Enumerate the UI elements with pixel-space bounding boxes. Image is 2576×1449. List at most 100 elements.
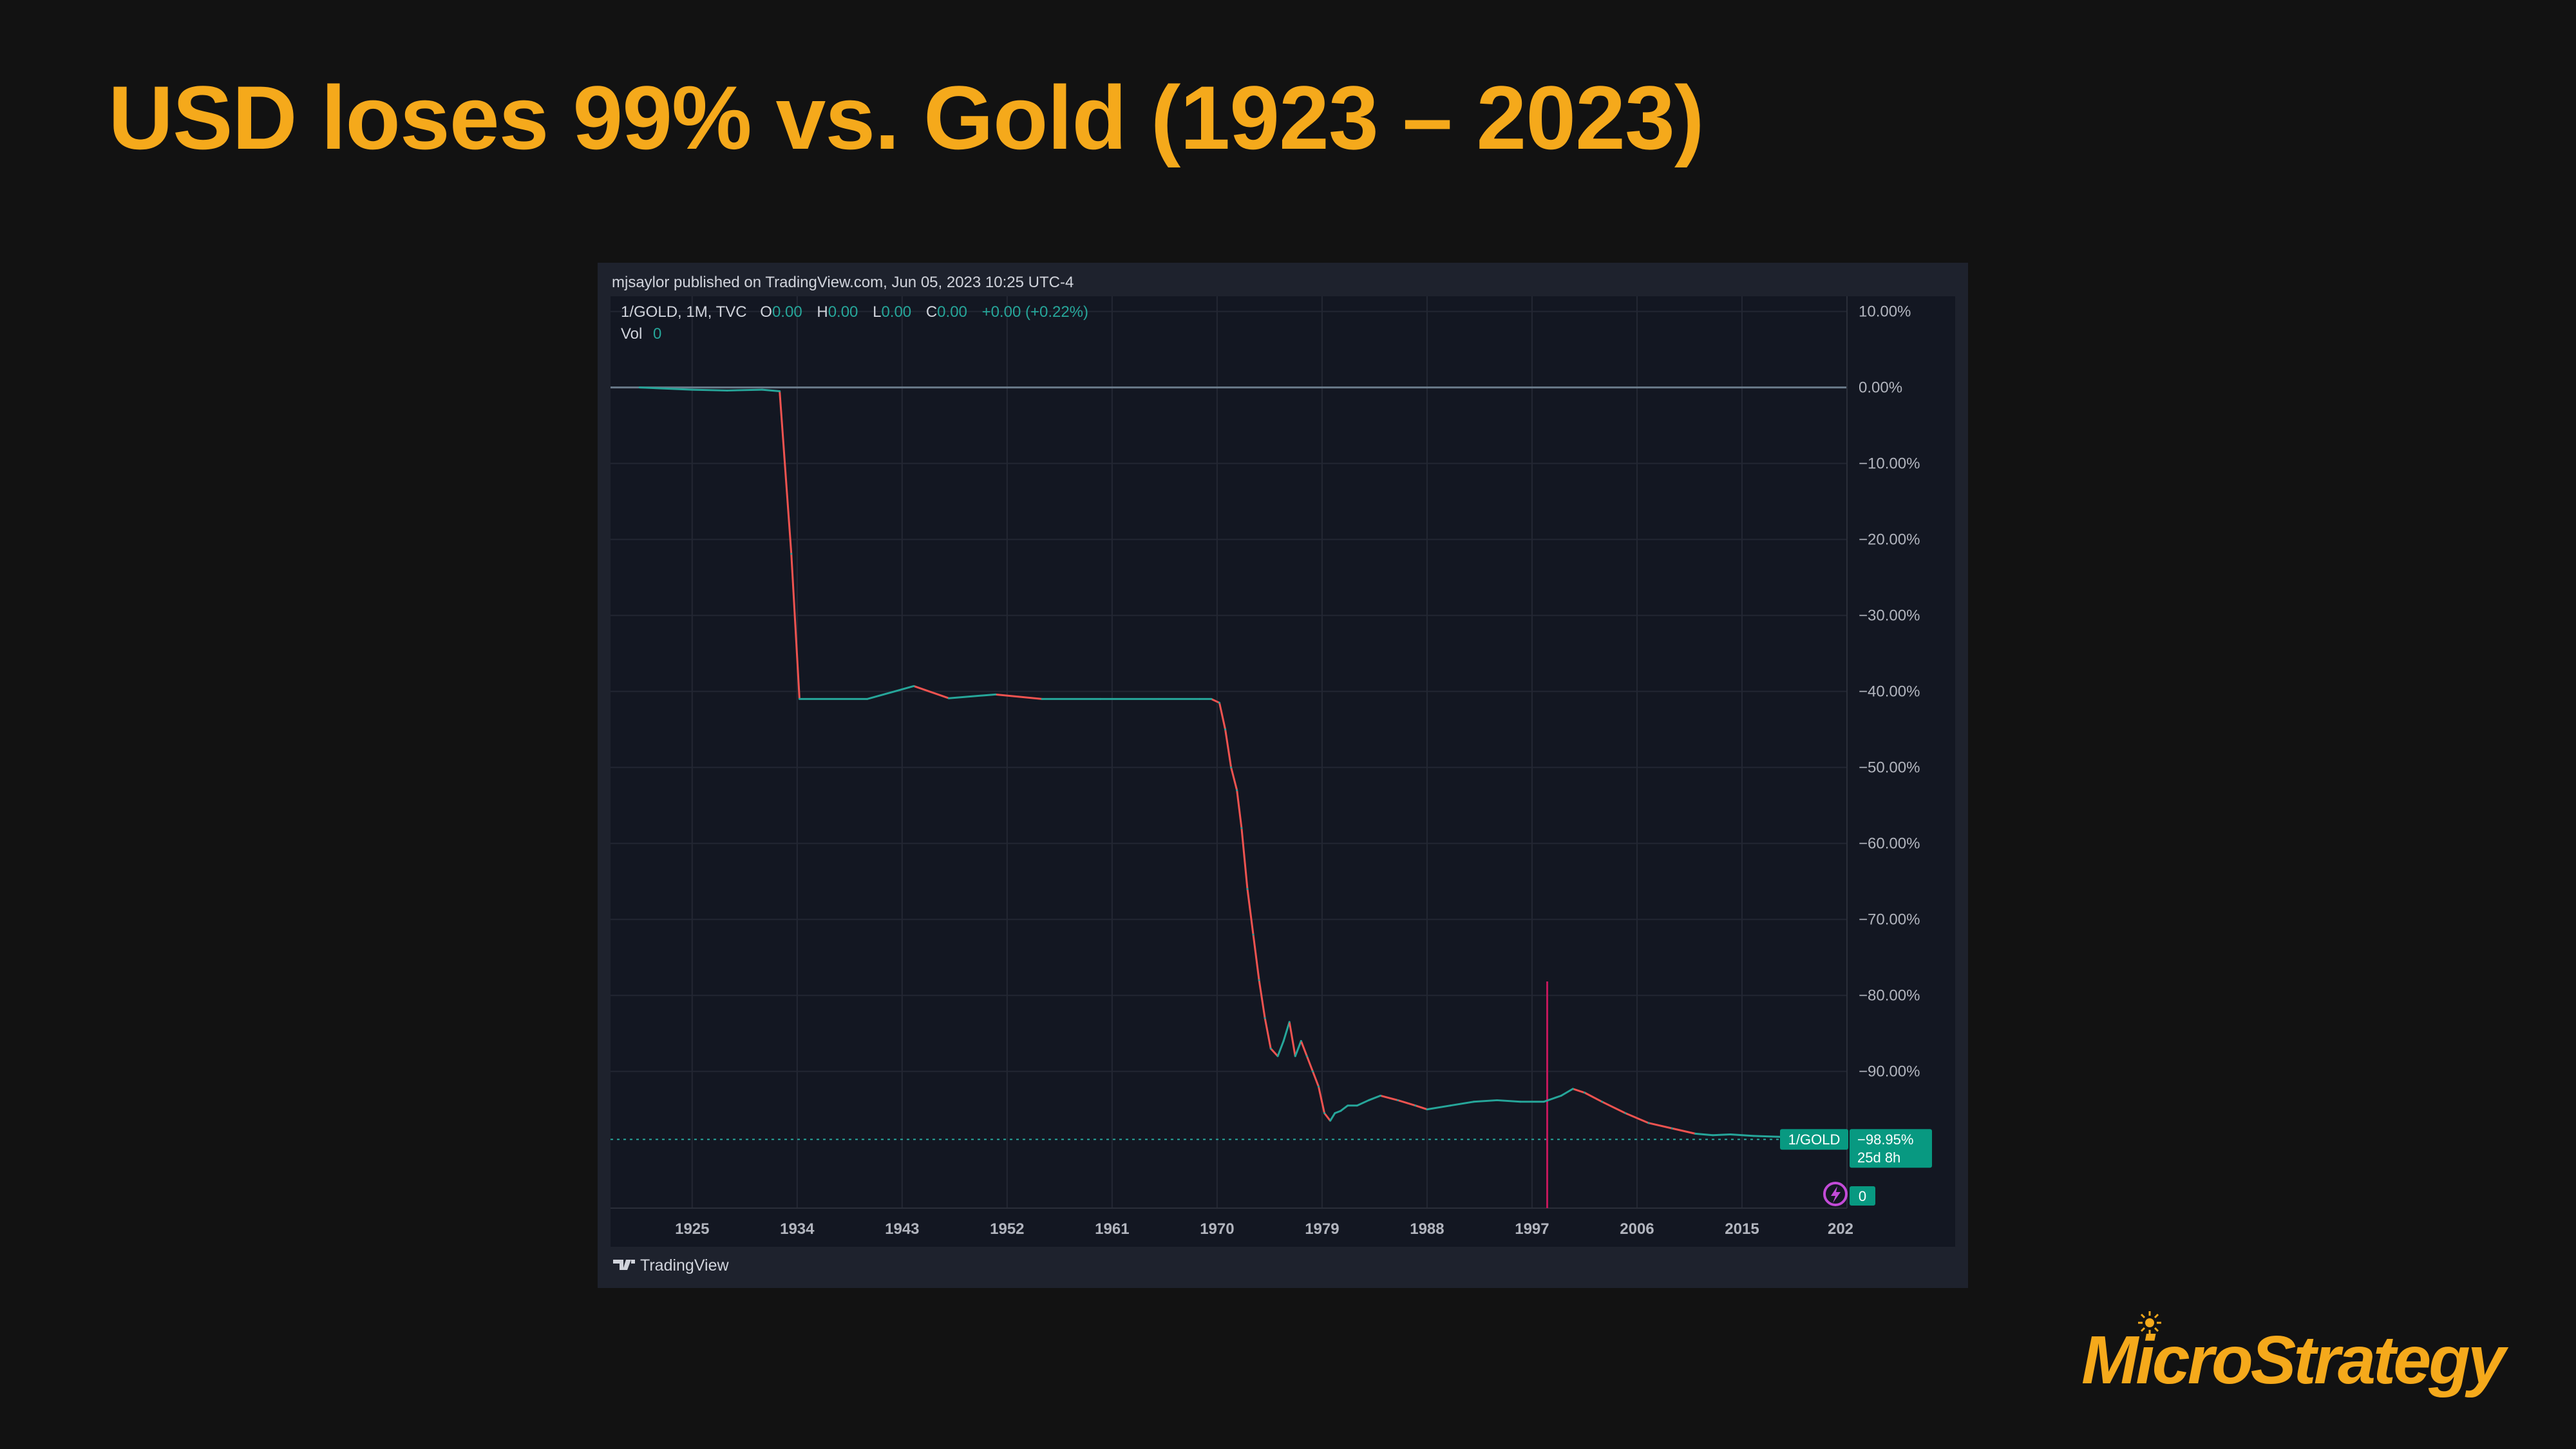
- price-label-symbol-box: [1780, 1129, 1848, 1150]
- data-point: [1519, 1101, 1522, 1103]
- data-point: [1210, 697, 1213, 700]
- series-segment: [1560, 1088, 1574, 1097]
- data-point: [1276, 1055, 1279, 1057]
- data-point: [947, 697, 950, 699]
- series-segment: [1288, 1021, 1296, 1057]
- published-line: mjsaylor published on TradingView.com, J…: [612, 274, 1074, 291]
- series-segment: [1230, 767, 1238, 791]
- series-segment: [1730, 1133, 1754, 1137]
- symbol-info: 1/GOLD, 1M, TVC: [621, 303, 747, 321]
- data-point: [1571, 1088, 1574, 1090]
- data-point: [1340, 1110, 1342, 1112]
- data-point: [1347, 1104, 1349, 1107]
- series-segment: [1258, 980, 1266, 1019]
- data-point: [1712, 1134, 1714, 1137]
- tradingview-chart-panel: 10.00% 0.00% −10.00% −20.00% −30.00% −40.00% −…: [598, 263, 1968, 1288]
- data-point: [866, 697, 868, 700]
- series-segment: [867, 685, 914, 700]
- data-point: [1729, 1133, 1732, 1136]
- series-segment: [1270, 1048, 1279, 1057]
- change-value: +0.00 (+0.22%): [982, 303, 1088, 321]
- data-point: [691, 388, 694, 391]
- series-segment: [1754, 1135, 1777, 1138]
- grid-lines: [611, 296, 1847, 1208]
- data-point: [1246, 887, 1249, 890]
- data-point: [1560, 1094, 1562, 1097]
- data-point: [1264, 1017, 1266, 1019]
- volume-legend: Vol 0: [621, 325, 661, 343]
- data-point: [1329, 1119, 1332, 1122]
- time-axis: 1925 1934 1943 1952 1961 1970 1979 1988 1997 2006…: [675, 1220, 1853, 1238]
- data-point: [1601, 1101, 1604, 1103]
- data-point: [798, 697, 800, 700]
- price-label-countdown: 25d 8h: [1857, 1150, 1900, 1166]
- price-label[interactable]: 1/GOLD −98.95% 25d 8h: [1780, 1129, 1932, 1168]
- x-tick-label: 1943: [885, 1220, 919, 1238]
- series-segment: [1356, 1099, 1369, 1107]
- series-segment: [1473, 1099, 1497, 1103]
- alert-button[interactable]: [1823, 1182, 1848, 1206]
- data-point: [638, 386, 641, 389]
- series-segment: [1695, 1132, 1713, 1137]
- price-label-symbol: 1/GOLD: [1788, 1132, 1841, 1148]
- series-segment: [1380, 1094, 1399, 1101]
- data-point: [1305, 1055, 1308, 1057]
- x-tick-label: 2006: [1620, 1220, 1654, 1238]
- data-point: [726, 389, 728, 392]
- data-point: [761, 388, 763, 391]
- data-point: [1317, 1085, 1320, 1088]
- series-segment: [1397, 1099, 1416, 1107]
- vol-label: Vol: [621, 325, 642, 343]
- x-tick-label: 2015: [1725, 1220, 1759, 1238]
- x-tick-label: 1925: [675, 1220, 709, 1238]
- tradingview-logo-icon: [613, 1260, 635, 1270]
- data-point: [1583, 1092, 1586, 1094]
- series-segment: [949, 693, 996, 699]
- price-label-value: −98.95%: [1857, 1132, 1913, 1148]
- y-tick-label: −70.00%: [1859, 911, 1920, 929]
- series-segment: [913, 685, 949, 699]
- series-segment: [1334, 1110, 1341, 1114]
- data-point: [1252, 933, 1255, 936]
- data-point: [1334, 1112, 1336, 1114]
- vol-value: 0: [653, 325, 661, 343]
- x-tick-label: 1988: [1410, 1220, 1444, 1238]
- x-tick-label: 202: [1828, 1220, 1853, 1238]
- data-point: [790, 553, 793, 555]
- series-segment: [1648, 1122, 1672, 1130]
- series-segment: [1601, 1101, 1626, 1114]
- data-point: [1311, 1070, 1314, 1073]
- price-chart[interactable]: 10.00% 0.00% −10.00% −20.00% −30.00% −40.00% −…: [598, 263, 1968, 1288]
- data-point: [1288, 1021, 1291, 1023]
- data-point: [1041, 697, 1043, 700]
- ohlc-open-label: O: [760, 303, 772, 321]
- data-point: [1397, 1099, 1399, 1101]
- price-label-value-box: [1850, 1129, 1932, 1168]
- data-point: [1258, 979, 1260, 981]
- data-point: [1300, 1039, 1302, 1042]
- series-segment: [1236, 790, 1243, 829]
- y-tick-label: −20.00%: [1859, 531, 1920, 549]
- series-segment: [1276, 1040, 1285, 1057]
- series-segment: [1450, 1101, 1474, 1107]
- data-point: [1236, 789, 1238, 791]
- ohlc-high-label: H: [817, 303, 828, 321]
- series-segment: [995, 693, 1043, 700]
- lightning-bolt-shape: [1831, 1186, 1841, 1203]
- y-tick-label: 0.00%: [1859, 379, 1902, 397]
- series-segment: [790, 553, 800, 699]
- x-tick-label: 1997: [1515, 1220, 1549, 1238]
- volume-badge: 0: [1859, 1188, 1866, 1204]
- data-point: [1414, 1104, 1417, 1107]
- tradingview-footer-logo[interactable]: TradingView: [613, 1256, 730, 1274]
- series-segment: [1294, 1040, 1302, 1057]
- series-segment: [1584, 1092, 1603, 1103]
- data-point: [1294, 1055, 1296, 1057]
- data-point: [994, 693, 997, 696]
- data-point: [1449, 1104, 1452, 1107]
- series-segment: [1218, 702, 1227, 730]
- series-segment: [1312, 1071, 1320, 1087]
- y-tick-label: −90.00%: [1859, 1063, 1920, 1081]
- series-segment: [1300, 1040, 1308, 1057]
- series-segment: [639, 386, 692, 391]
